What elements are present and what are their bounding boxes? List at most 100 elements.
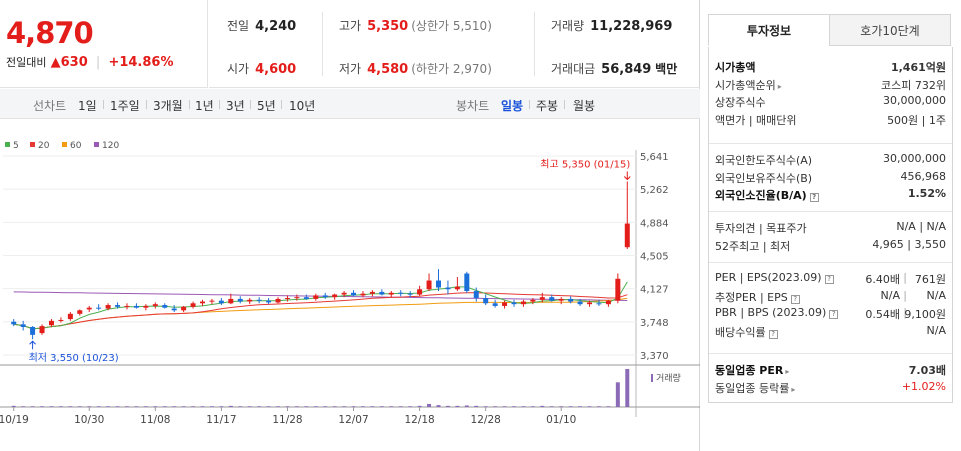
candle-monthly[interactable]: 월봉 <box>573 99 596 113</box>
candle-body <box>115 305 121 307</box>
candle-body <box>587 302 593 305</box>
divider <box>250 100 251 109</box>
help-icon[interactable]: ? <box>768 329 778 339</box>
ma-line-20 <box>13 292 628 330</box>
volume-bar <box>143 406 148 407</box>
candle-body <box>152 304 158 306</box>
stat-high: 고가 5,350 (상한가 5,510) <box>339 17 492 34</box>
candle-body <box>624 223 630 248</box>
chevron-right-icon[interactable]: ▸ <box>785 367 790 376</box>
info-label[interactable]: 시가총액순위 ▸ <box>715 78 782 92</box>
info-group: 동일업종 PER ▸ 7.03배 동일업종 등락률 ▸ +1.02% <box>709 353 952 395</box>
candle-body <box>133 305 139 308</box>
stat-prev-close: 전일 4,240 <box>227 17 296 34</box>
info-label: 외국인보유주식수(B) <box>715 171 813 185</box>
volume-bar <box>615 382 620 407</box>
help-icon[interactable]: ? <box>824 275 834 284</box>
chart-toolbar: 선차트 1일 1주일 3개월 1년 3년 5년 10년 봉차트 일봉 주봉 월봉 <box>0 89 700 119</box>
volume-bar <box>106 406 111 407</box>
volume-bar <box>625 369 630 407</box>
period-3y[interactable]: 3년 <box>226 99 245 113</box>
candle-body <box>445 287 451 290</box>
volume-bar <box>436 405 441 407</box>
help-icon[interactable]: ? <box>790 294 800 304</box>
volume-bar <box>530 406 535 407</box>
volume-bar <box>587 406 592 407</box>
candle-body <box>388 292 394 295</box>
info-value: N/A | N/A <box>896 220 946 233</box>
x-tick-label: 10/19 <box>0 414 29 426</box>
candle-body <box>464 273 470 292</box>
info-label[interactable]: PER | EPS(2023.09)? <box>715 271 834 284</box>
info-row: 동일업종 등락률 ▸ +1.02% <box>709 378 952 396</box>
volume-bar <box>266 406 271 407</box>
turnover-value: 56,849 <box>601 62 652 77</box>
candle-body <box>502 302 508 306</box>
volume-bar <box>596 406 601 407</box>
price-chart[interactable]: 5,641 5,262 4,884 4,505 4,127 3,748 3,370 10/19… <box>0 119 700 451</box>
up-arrow-icon: ▲ <box>50 55 61 70</box>
period-1y[interactable]: 1년 <box>195 99 214 113</box>
candle-daily[interactable]: 일봉 <box>501 99 524 113</box>
volume-bar <box>77 406 82 407</box>
volume-bar <box>191 406 196 407</box>
volume-label: 거래량 <box>551 19 585 33</box>
candle-chart-label[interactable]: 봉차트 <box>456 99 490 113</box>
candle-body <box>407 293 413 295</box>
info-row: 외국인보유주식수(B) 456,968 <box>709 168 952 186</box>
info-label[interactable]: PBR | BPS (2023.09)? <box>715 306 839 319</box>
x-tick-label: 11/17 <box>206 414 236 426</box>
info-label[interactable]: 배당수익률? <box>715 324 778 340</box>
chevron-right-icon[interactable]: ▸ <box>777 81 782 91</box>
info-row: 52주최고 | 최저 4,965 | 3,550 <box>709 236 952 254</box>
volume-value: 11,228,969 <box>590 19 673 34</box>
candle-body <box>435 280 441 288</box>
change-row: 전일대비 ▲630 | +14.86% <box>6 54 173 70</box>
period-3m[interactable]: 3개월 <box>153 99 183 113</box>
candle-body <box>256 299 262 301</box>
candle-weekly[interactable]: 주봉 <box>536 99 559 113</box>
period-5y[interactable]: 5년 <box>257 99 276 113</box>
info-label[interactable]: 외국인소진율(B/A)? <box>715 187 819 203</box>
y-tick-label: 5,641 <box>640 152 669 163</box>
info-label: 투자의견 | 목표주가 <box>715 222 807 235</box>
period-1d[interactable]: 1일 <box>78 99 97 113</box>
candle-body <box>615 278 621 301</box>
divider <box>322 12 323 76</box>
tab-order-book[interactable]: 호가10단계 <box>829 14 951 46</box>
divider <box>103 100 104 109</box>
volume-bar <box>464 405 469 407</box>
candle-body <box>247 299 253 302</box>
candle-body <box>294 297 300 299</box>
volume-legend-swatch <box>651 374 653 382</box>
chevron-right-icon[interactable]: ▸ <box>791 384 796 394</box>
info-label[interactable]: 동일업종 등락률 ▸ <box>715 381 796 395</box>
candle-body <box>379 291 385 295</box>
info-label[interactable]: 동일업종 PER ▸ <box>715 364 790 377</box>
period-10y[interactable]: 10년 <box>289 99 316 113</box>
candle-body <box>190 303 196 307</box>
line-chart-label[interactable]: 선차트 <box>33 99 67 113</box>
low-value: 4,580 <box>367 62 409 77</box>
candle-body <box>322 295 328 298</box>
tab-investment-info[interactable]: 투자정보 <box>708 14 830 46</box>
volume-bar <box>502 406 507 407</box>
candle-body <box>492 303 498 306</box>
info-row: 액면가 | 매매단위 500원 | 1주 <box>709 110 952 128</box>
info-value: 456,968 <box>900 169 947 183</box>
x-tick-label: 11/28 <box>272 414 302 426</box>
lower-limit: (하한가 2,970) <box>411 62 492 76</box>
candle-body <box>171 308 177 311</box>
divider: | <box>903 271 907 284</box>
help-icon[interactable]: ? <box>809 193 819 202</box>
x-tick-label: 12/18 <box>404 414 434 426</box>
candle-body <box>577 301 583 305</box>
volume-bar <box>427 403 432 407</box>
info-label[interactable]: 추정PER | EPS? <box>715 289 800 305</box>
divider: | <box>903 288 907 302</box>
period-1w[interactable]: 1주일 <box>110 99 140 113</box>
help-icon[interactable]: ? <box>829 310 839 319</box>
x-tick-label: 01/10 <box>546 414 576 426</box>
volume-label: 거래량 <box>656 372 681 384</box>
candle-body <box>181 306 187 311</box>
